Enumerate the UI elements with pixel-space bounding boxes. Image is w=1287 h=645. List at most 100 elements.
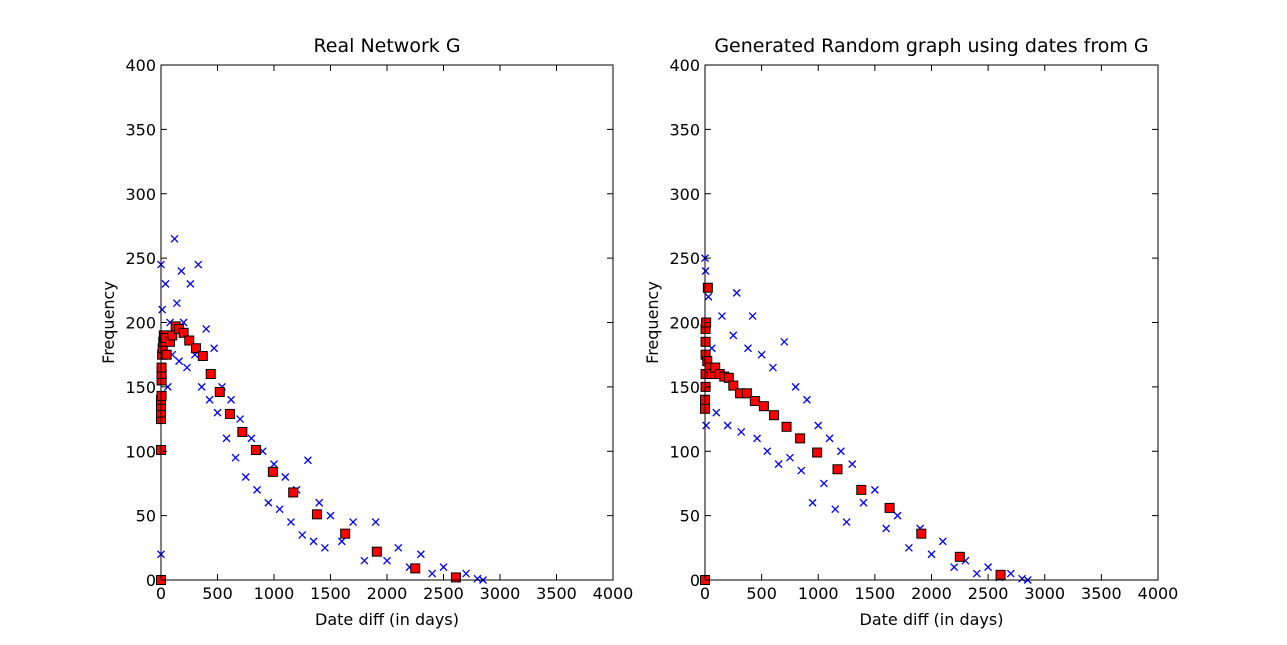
point <box>832 464 843 475</box>
point <box>275 505 284 514</box>
point <box>410 563 421 574</box>
x-tick-label: 2000 <box>367 584 408 603</box>
point <box>205 369 216 379</box>
point <box>371 518 380 527</box>
y-tick-label: 100 <box>125 442 156 461</box>
point <box>723 421 732 430</box>
x-tick-label: 500 <box>202 584 233 603</box>
point <box>744 344 752 353</box>
point <box>950 563 959 572</box>
point <box>802 395 811 404</box>
point <box>360 556 369 565</box>
point <box>178 327 189 338</box>
point <box>288 487 299 498</box>
y-tick-label: 50 <box>136 507 156 526</box>
x-tick-label: 3500 <box>1081 584 1122 603</box>
point <box>383 556 391 565</box>
x-tick-label: 0 <box>700 584 710 603</box>
y-tick-label: 50 <box>680 507 700 526</box>
point <box>264 498 273 507</box>
point <box>214 387 225 398</box>
point <box>938 537 947 546</box>
y-tick-label: 0 <box>690 571 700 590</box>
point <box>893 511 902 520</box>
point <box>462 569 471 578</box>
point <box>780 337 789 346</box>
point <box>241 473 250 481</box>
point <box>205 395 214 404</box>
point <box>702 282 713 293</box>
point <box>298 530 307 539</box>
point <box>156 362 167 373</box>
point <box>797 466 806 475</box>
point <box>337 537 346 546</box>
point <box>428 569 437 578</box>
y-tick-label: 300 <box>125 185 156 204</box>
x-tick-label: 500 <box>746 584 777 603</box>
x-tick-label: 0 <box>156 584 166 603</box>
point <box>814 421 823 430</box>
point <box>416 550 425 559</box>
point <box>236 415 245 424</box>
point <box>439 563 448 572</box>
point <box>267 466 278 477</box>
x-tick-label: 3000 <box>1024 584 1065 603</box>
axes-frame <box>704 64 1159 581</box>
point <box>774 460 783 469</box>
point <box>701 267 710 275</box>
point <box>191 343 202 354</box>
x-tick-label: 2500 <box>968 584 1009 603</box>
y-tick-label: 150 <box>669 378 700 397</box>
point <box>702 421 711 430</box>
point <box>227 395 236 404</box>
y-tick-label: 100 <box>669 442 700 461</box>
x-tick-label: 4000 <box>593 584 634 603</box>
plot-area <box>161 65 613 580</box>
point <box>1006 569 1015 578</box>
point <box>972 569 981 578</box>
point <box>995 569 1006 580</box>
point <box>856 484 867 495</box>
point <box>791 382 800 391</box>
point <box>916 528 927 539</box>
point <box>836 447 845 456</box>
point <box>859 498 868 507</box>
x-tick-label: 1000 <box>254 584 295 603</box>
point <box>737 427 746 436</box>
point <box>781 421 792 432</box>
y-tick-label: 200 <box>125 314 156 333</box>
point <box>237 426 248 437</box>
point <box>831 505 840 514</box>
point <box>884 502 895 513</box>
point <box>177 267 186 275</box>
point <box>186 279 195 288</box>
point <box>315 498 324 507</box>
point <box>270 460 278 469</box>
y-tick-label: 350 <box>125 120 156 139</box>
y-tick-label: 150 <box>125 378 156 397</box>
plot-area <box>705 65 1158 580</box>
point <box>194 260 203 269</box>
x-tick-label: 4000 <box>1138 584 1179 603</box>
x-axis-label: Date diff (in days) <box>315 610 459 629</box>
point <box>250 444 261 455</box>
chart-title: Generated Random graph using dates from … <box>714 35 1148 57</box>
point <box>927 550 936 559</box>
point <box>825 434 834 443</box>
point <box>320 543 329 552</box>
point <box>371 546 382 557</box>
point <box>812 447 823 458</box>
y-tick-label: 300 <box>669 185 700 204</box>
y-tick-label: 250 <box>669 249 700 268</box>
point <box>769 410 780 421</box>
x-tick-label: 1000 <box>798 584 839 603</box>
point <box>247 434 256 443</box>
point <box>819 479 828 488</box>
point <box>156 390 167 401</box>
point <box>795 433 806 444</box>
y-tick-label: 200 <box>669 314 700 333</box>
x-tick-label: 3000 <box>480 584 521 603</box>
point <box>758 401 769 412</box>
y-tick-label: 0 <box>146 571 156 590</box>
